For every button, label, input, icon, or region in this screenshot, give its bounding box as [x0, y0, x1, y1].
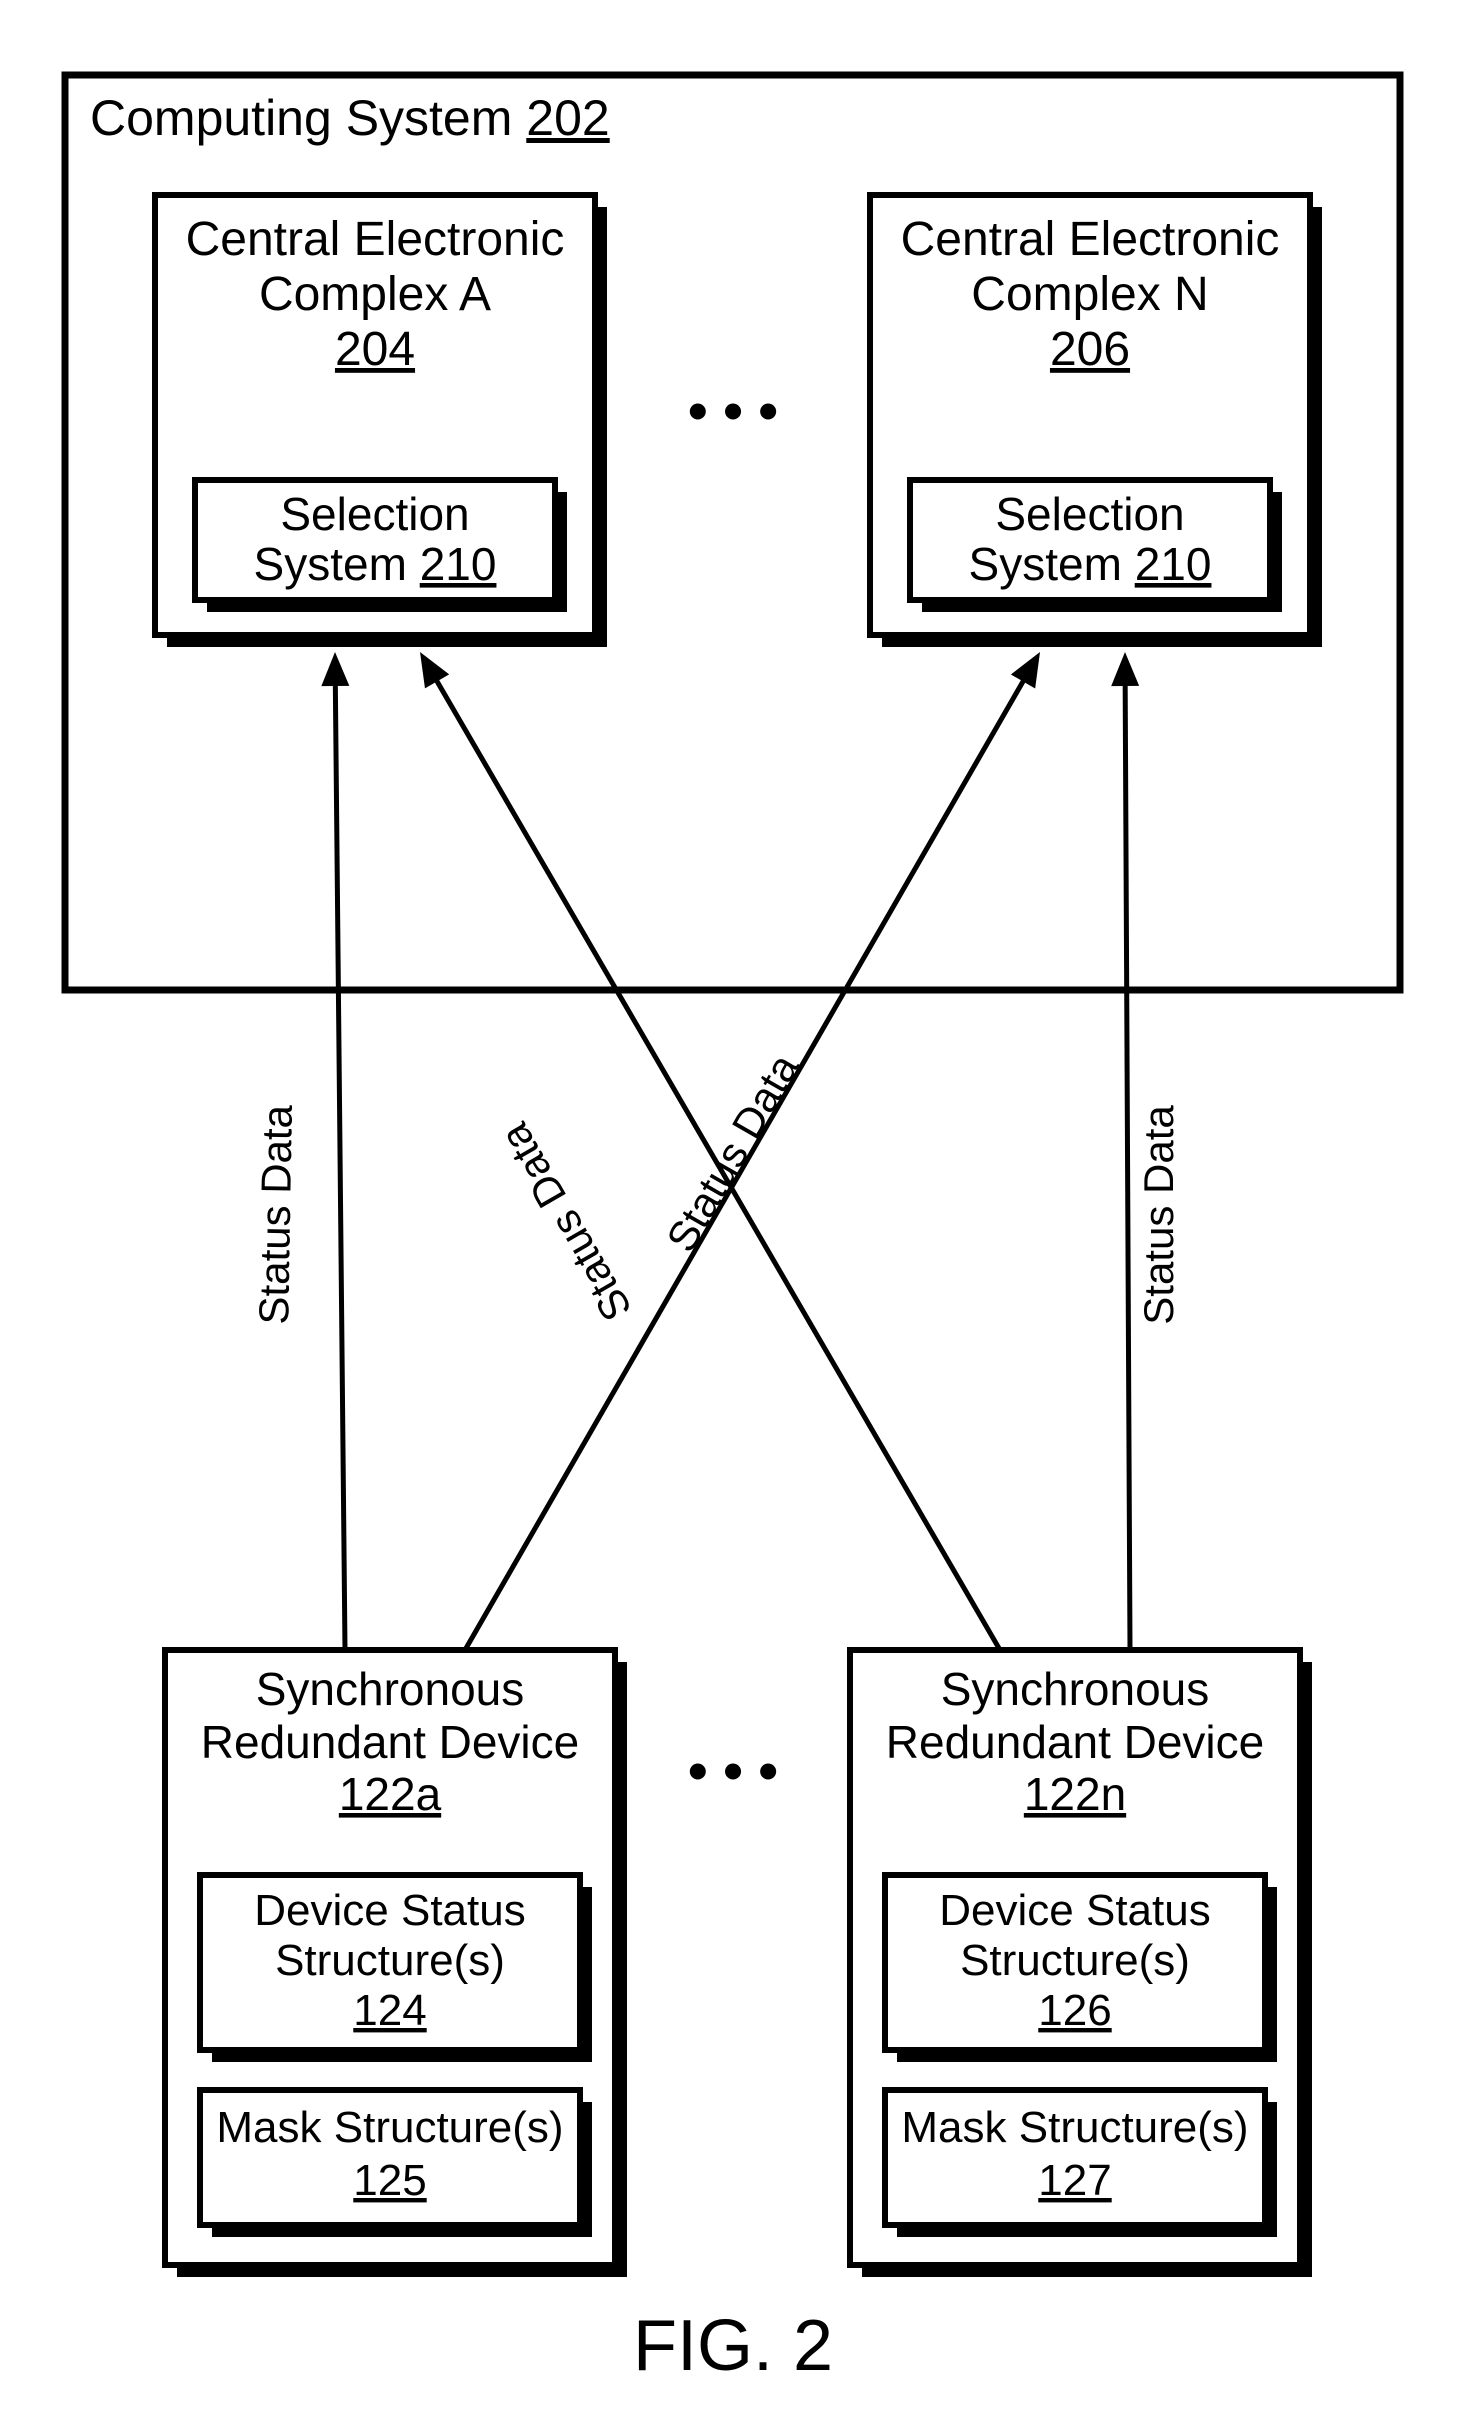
device-n-status-ref: 126 [1038, 1986, 1111, 2035]
cec-a-line1: Central Electronic [186, 213, 565, 266]
device-a-line2: Redundant Device [201, 1716, 579, 1768]
device-a-status-ref: 124 [353, 1986, 426, 2035]
cec-n-selection-line2: System 210 [969, 538, 1212, 590]
cec-a-selection-line2: System 210 [254, 538, 497, 590]
cec-a-line2: Complex A [259, 268, 491, 321]
arrow-device-n-to-cec-n-label: Status Data [1135, 1105, 1182, 1325]
device-n-status-line2: Structure(s) [960, 1936, 1190, 1985]
device-a-status-line2: Structure(s) [275, 1936, 505, 1985]
device-a-status-line1: Device Status [254, 1886, 525, 1935]
device-n-status-line1: Device Status [939, 1886, 1210, 1935]
device-n-mask-line1: Mask Structure(s) [901, 2103, 1248, 2152]
device-a-mask-line1: Mask Structure(s) [216, 2103, 563, 2152]
cec-n-ref: 206 [1050, 323, 1130, 376]
ellipsis-bottom: • • • [688, 1739, 778, 1802]
ellipsis-top: • • • [688, 379, 778, 442]
device-a-mask-ref: 125 [353, 2156, 426, 2205]
device-a-ref: 122a [339, 1768, 442, 1820]
device-n-line1: Synchronous [941, 1663, 1210, 1715]
cec-a-ref: 204 [335, 323, 415, 376]
computing-system-title: Computing System 202 [90, 90, 610, 146]
arrow-device-n-to-cec-a-label: Status Data [490, 1115, 641, 1329]
arrow-device-a-to-cec-a-label: Status Data [250, 1104, 301, 1325]
cec-n-selection-line1: Selection [995, 488, 1184, 540]
device-n-mask-ref: 127 [1038, 2156, 1111, 2205]
cec-a-selection-line1: Selection [280, 488, 469, 540]
device-a-line1: Synchronous [256, 1663, 525, 1715]
device-n-ref: 122n [1024, 1768, 1126, 1820]
cec-n-line1: Central Electronic [901, 213, 1280, 266]
device-n-line2: Redundant Device [886, 1716, 1264, 1768]
figure-caption: FIG. 2 [633, 2306, 833, 2386]
arrow-device-a-to-cec-n-label: Status Data [657, 1045, 808, 1259]
cec-n-line2: Complex N [971, 268, 1208, 321]
